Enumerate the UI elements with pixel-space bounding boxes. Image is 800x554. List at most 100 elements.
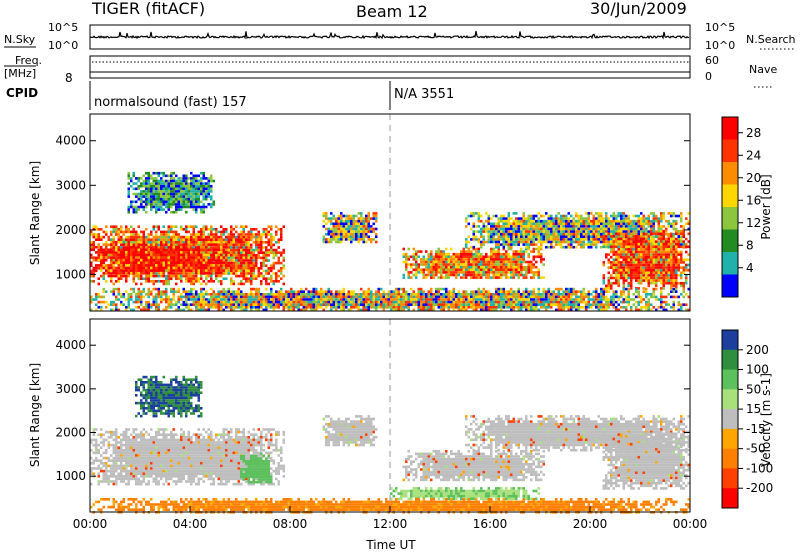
heat-cell — [480, 258, 483, 261]
heat-cell — [230, 241, 233, 244]
heat-cell — [327, 230, 330, 233]
heat-cell — [265, 254, 268, 257]
heat-cell — [210, 256, 213, 259]
heat-cell — [275, 272, 278, 275]
heat-cell — [95, 303, 98, 306]
heat-cell — [405, 258, 408, 261]
heat-cell — [162, 238, 165, 241]
heat-cell — [572, 222, 575, 226]
heat-cell — [197, 269, 200, 272]
heat-cell — [182, 303, 185, 306]
heat-cell — [502, 245, 505, 249]
heat-cell — [462, 258, 465, 261]
heat-cell — [250, 228, 253, 231]
heat-cell — [182, 287, 185, 291]
heat-cell — [175, 179, 178, 183]
heat-cell — [622, 255, 625, 259]
heat-cell — [107, 303, 110, 306]
heat-cell — [532, 271, 535, 274]
heat-cell — [162, 266, 165, 270]
heat-cell — [485, 263, 488, 266]
heat-cell — [555, 243, 558, 246]
heat-cell — [267, 272, 270, 275]
heat-cell — [330, 240, 333, 244]
heat-cell — [652, 232, 655, 236]
heat-cell — [642, 274, 645, 277]
heat-cell — [142, 264, 145, 267]
heat-cell — [150, 293, 153, 296]
heat-cell — [152, 269, 155, 272]
heat-cell — [155, 241, 158, 244]
heat-cell — [622, 225, 625, 228]
heat-cell — [657, 274, 660, 277]
heat-cell — [190, 269, 193, 273]
heat-cell — [647, 276, 650, 280]
heat-cell — [630, 284, 633, 288]
heat-cell — [255, 235, 258, 239]
heat-cell — [222, 254, 225, 257]
heat-cell — [447, 255, 450, 259]
heat-cell — [162, 187, 165, 191]
heat-cell — [172, 287, 175, 291]
heat-cell — [592, 219, 595, 223]
heat-cell — [130, 298, 133, 301]
heat-cell — [192, 192, 195, 196]
heat-cell — [652, 235, 655, 239]
heat-cell — [140, 274, 143, 278]
heat-cell — [155, 182, 158, 185]
heat-cell — [205, 238, 208, 241]
heat-cell — [535, 247, 538, 251]
heat-cell — [122, 238, 125, 241]
heat-cell — [572, 225, 575, 228]
heat-cell — [325, 240, 328, 244]
heat-cell — [372, 238, 375, 241]
heat-cell — [657, 230, 660, 233]
heat-cell — [497, 265, 500, 269]
heat-cell — [357, 212, 360, 215]
heat-cell — [170, 258, 173, 262]
heat-cell — [600, 238, 603, 241]
heat-cell — [135, 264, 138, 267]
heat-cell — [157, 308, 160, 312]
heat-cell — [202, 195, 205, 198]
heat-cell — [117, 271, 120, 275]
heat-cell — [260, 248, 263, 252]
heat-cell — [500, 232, 503, 236]
heat-cell — [605, 235, 608, 238]
heat-cell — [520, 250, 523, 253]
heat-cell — [172, 200, 175, 204]
heat-cell — [220, 253, 223, 257]
heat-cell — [670, 222, 673, 226]
heat-cell — [105, 253, 108, 257]
heat-cell — [205, 261, 208, 265]
heat-cell — [497, 217, 500, 220]
heat-cell — [437, 250, 440, 253]
heat-cell — [97, 258, 100, 262]
heat-cell — [205, 225, 208, 228]
sky-trace — [89, 30, 690, 40]
heat-cell — [275, 274, 278, 278]
heat-cell — [250, 259, 253, 262]
heat-cell — [685, 258, 688, 262]
heat-cell — [652, 276, 655, 280]
heat-cell — [120, 251, 123, 254]
heat-cell — [110, 230, 113, 234]
heat-cell — [92, 245, 95, 249]
heat-cell — [125, 228, 128, 231]
heat-cell — [155, 208, 158, 211]
heat-cell — [242, 272, 245, 275]
heat-cell — [490, 250, 493, 253]
heat-cell — [520, 263, 523, 266]
heat-cell — [97, 293, 100, 296]
heat-cell — [182, 179, 185, 183]
heat-cell — [182, 241, 185, 244]
heat-cell — [137, 261, 140, 265]
heat-cell — [462, 268, 465, 272]
heat-cell — [202, 228, 205, 231]
heat-cell — [635, 271, 638, 275]
heat-cell — [475, 260, 478, 264]
heat-cell — [327, 232, 330, 236]
heat-cell — [130, 256, 133, 259]
heat-cell — [602, 261, 605, 264]
heat-cell — [200, 303, 203, 306]
